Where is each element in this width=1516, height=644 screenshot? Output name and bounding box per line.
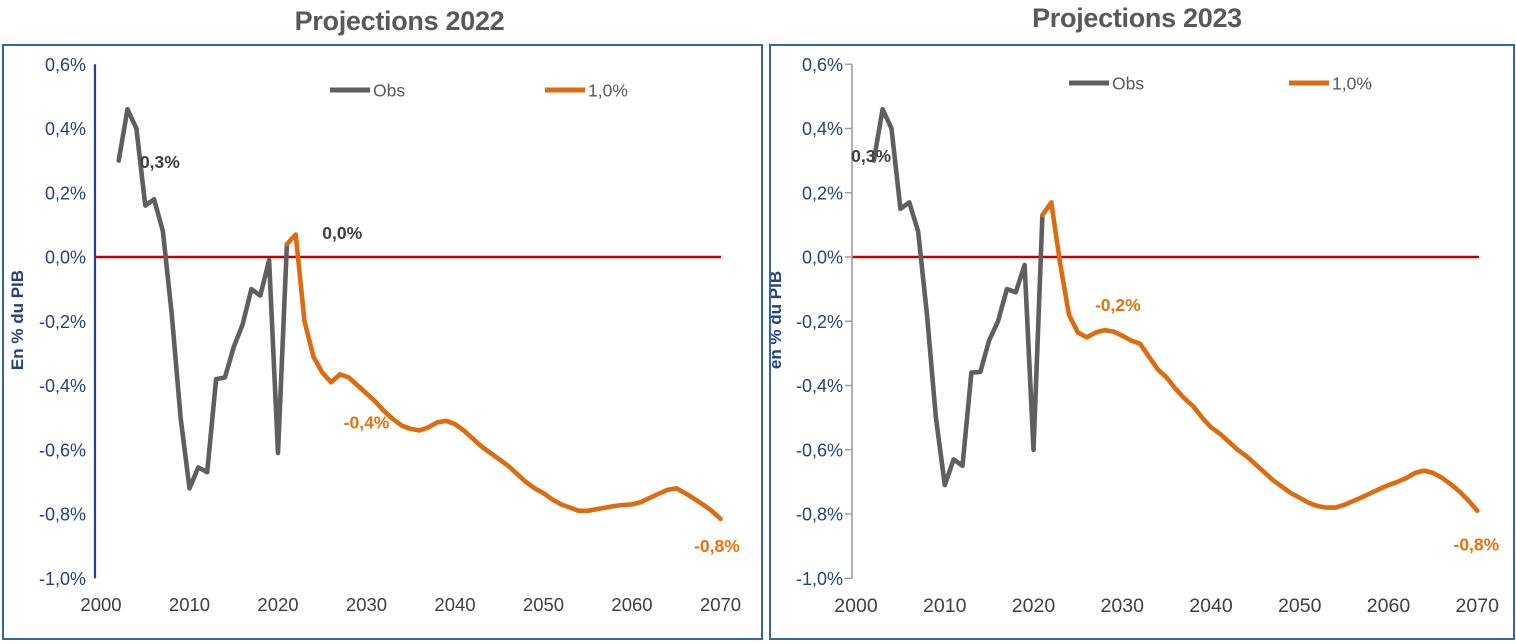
x-tick-label: 2010 [169, 594, 210, 615]
y-tick-label: 0,0% [802, 248, 843, 268]
data-label: -0,2% [1095, 295, 1141, 315]
data-label: 0,3% [851, 146, 891, 166]
series-line-projection [284, 232, 723, 522]
y-tick-label: -0,2% [39, 312, 86, 332]
y-tick-label: 0,4% [802, 119, 843, 139]
legend-label: 1,0% [588, 81, 628, 101]
y-tick-label: 0,0% [45, 248, 86, 268]
x-tick-label: 2050 [523, 594, 564, 615]
legend-label: 1,0% [1332, 74, 1372, 94]
y-axis-title: En % du PIB [8, 270, 27, 370]
x-tick-label: 2020 [1012, 595, 1056, 617]
y-tick-label: -0,2% [796, 312, 843, 332]
y-tick-label: -0,6% [796, 440, 843, 460]
x-tick-label: 2010 [923, 595, 967, 617]
chart-title-2022: Projections 2022 [294, 6, 505, 36]
chart-panel-2022: Projections 2022 0,6% 0,4% 0,2% 0,0% -0,2% -0… [2, 0, 763, 644]
x-tick-label: 2070 [1456, 595, 1500, 617]
y-axis-title: en % du PIB [771, 271, 785, 369]
legend-label: Obs [373, 81, 405, 101]
series-line-obs [116, 106, 290, 491]
y-tick-label: -1,0% [39, 569, 86, 589]
chart-box-2023: 0,6% 0,4% 0,2% 0,0% -0,2% -0,4% -0,6% -0,8% -1,0… [769, 44, 1515, 640]
data-label: -0,8% [694, 536, 740, 556]
x-tick-label: 2030 [1101, 595, 1145, 617]
projections-2023-chart: 0,6% 0,4% 0,2% 0,0% -0,2% -0,4% -0,6% -0,8% -1,0… [771, 55, 1500, 617]
y-tick-label: 0,6% [802, 55, 843, 75]
x-tick-label: 2000 [834, 595, 878, 617]
x-tick-label: 2050 [1278, 595, 1322, 617]
chart-title-2023: Projections 2023 [1032, 3, 1242, 33]
y-tick-label: 0,2% [802, 183, 843, 203]
data-label: 0,0% [322, 223, 362, 243]
y-tick-label: -0,6% [39, 440, 86, 460]
y-tick-label: -0,8% [39, 505, 86, 525]
chart-panel-2023: Projections 2023 0,6% 0,4% 0,2% 0,0% -0,2% -0… [769, 0, 1515, 644]
x-tick-label: 2040 [1189, 595, 1233, 617]
x-tick-label: 2030 [346, 594, 387, 615]
data-label: -0,8% [1454, 535, 1500, 555]
y-tick-label: 0,4% [45, 119, 86, 139]
y-tick-label: 0,2% [45, 183, 86, 203]
legend-label: Obs [1112, 74, 1144, 94]
y-tick-label: -0,4% [39, 376, 86, 396]
data-label: -0,4% [344, 412, 390, 432]
y-tick-label: -0,4% [796, 376, 843, 396]
x-tick-label: 2000 [80, 594, 121, 615]
y-tick-label: -1,0% [796, 569, 843, 589]
y-tick-label: -0,8% [796, 505, 843, 525]
chart-box-2022: 0,6% 0,4% 0,2% 0,0% -0,2% -0,4% -0,6% -0,8% -1,0… [2, 44, 763, 640]
series-line-obs [871, 106, 1045, 488]
x-tick-label: 2060 [1367, 595, 1411, 617]
x-tick-label: 2060 [611, 594, 652, 615]
series-line-projection [1040, 200, 1480, 514]
projections-2022-chart: 0,6% 0,4% 0,2% 0,0% -0,2% -0,4% -0,6% -0,8% -1,0… [8, 55, 741, 615]
x-tick-label: 2040 [434, 594, 475, 615]
y-tick-label: 0,6% [45, 55, 86, 75]
data-label: 0,3% [140, 152, 180, 172]
x-tick-label: 2020 [257, 594, 298, 615]
x-tick-label: 2070 [700, 594, 741, 615]
